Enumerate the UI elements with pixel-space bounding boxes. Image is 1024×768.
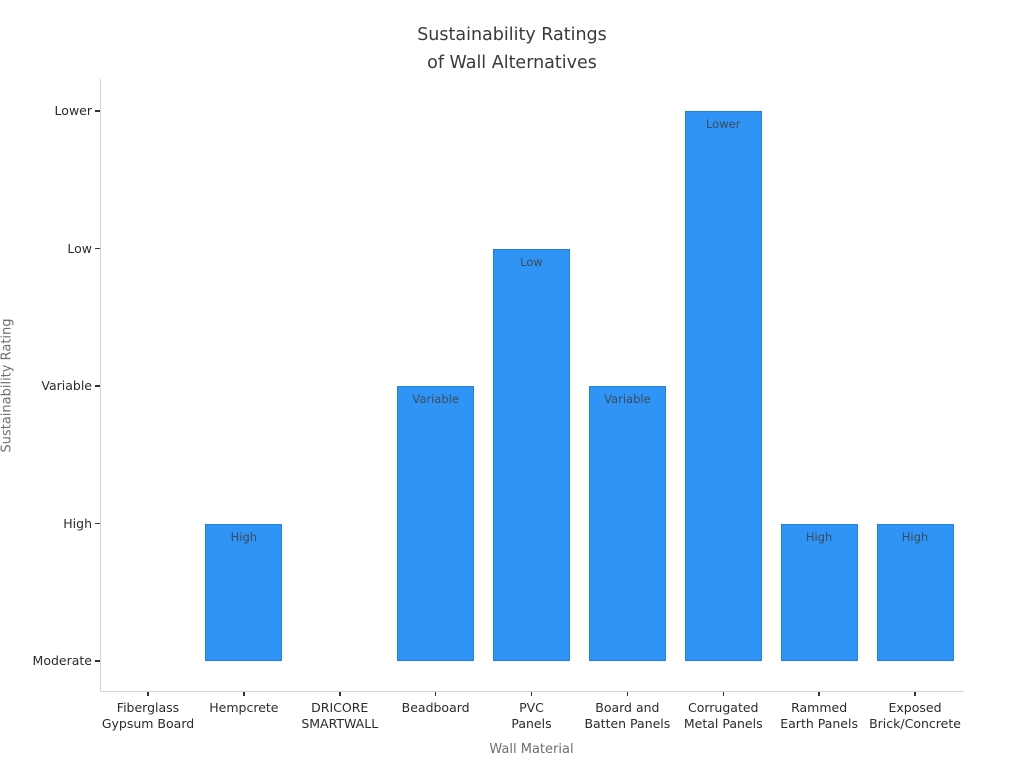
x-tick-mark <box>626 692 629 696</box>
x-tick-label-line: Beadboard <box>401 700 470 715</box>
x-tick-label-line: Gypsum Board <box>101 715 195 731</box>
bar <box>397 386 475 661</box>
x-tick-mark <box>818 692 820 696</box>
x-tick-label: Exposed Brick/Concrete <box>830 700 1000 731</box>
bar-value-label: High <box>901 529 929 544</box>
x-tick-label-line: Corrugated <box>688 700 759 715</box>
y-tick-label: Low <box>67 240 92 256</box>
x-axis-title: Wall Material <box>489 742 574 757</box>
x-tick-label: DRICORE SMARTWALL <box>255 700 425 731</box>
x-tick-label-line: Rammed <box>791 700 848 715</box>
bar <box>780 523 858 661</box>
x-tick-label: Corrugated Metal Panels <box>638 700 808 731</box>
x-tick-label-line: Earth Panels <box>780 715 858 731</box>
x-tick-mark <box>243 692 245 696</box>
x-tick-mark <box>530 692 533 696</box>
x-tick-label-line: Brick/Concrete <box>869 715 961 731</box>
x-tick-label: Rammed Earth Panels <box>734 700 904 731</box>
bar <box>493 248 570 661</box>
bar <box>205 523 283 661</box>
x-tick-mark <box>339 692 341 696</box>
y-tick-mark <box>95 660 100 662</box>
x-tick-label-line: Metal Panels <box>683 715 763 731</box>
x-tick-label-line: Panels <box>511 715 552 731</box>
x-tick-label: Beadboard <box>351 700 521 716</box>
bar-value-label: High <box>805 529 833 544</box>
y-tick-label: High <box>63 515 92 531</box>
x-tick-mark <box>722 692 724 696</box>
x-axis-spine <box>100 691 964 692</box>
bar-value-label: High <box>230 529 258 544</box>
bar <box>588 386 666 661</box>
y-tick-label: Variable <box>41 378 92 393</box>
x-tick-label-line: DRICORE <box>311 700 369 715</box>
y-tick-mark <box>95 247 100 250</box>
bar-value-label: Lower <box>706 117 741 131</box>
y-tick-label: Lower <box>54 103 92 118</box>
bar <box>876 523 954 661</box>
y-axis-spine <box>100 79 101 692</box>
x-tick-label-line: SMARTWALL <box>301 715 379 731</box>
y-tick-mark <box>95 522 100 525</box>
x-tick-label-line: Board and <box>595 700 660 715</box>
x-tick-label-line: Hempcrete <box>209 700 279 715</box>
bar-value-label: Variable <box>412 392 459 406</box>
chart-title: Sustainability Ratings of Wall Alternati… <box>0 21 1024 77</box>
chart-title-line1: Sustainability Ratings <box>417 25 607 45</box>
y-tick-mark <box>95 110 100 112</box>
bar-value-label: Low <box>520 254 543 269</box>
x-tick-label-line: Fiberglass <box>116 700 180 715</box>
y-tick-label: Moderate <box>32 653 92 668</box>
chart-title-line2: of Wall Alternatives <box>427 53 597 73</box>
x-tick-label-line: Exposed <box>888 700 942 715</box>
x-tick-mark <box>914 692 916 696</box>
bar-value-label: Variable <box>604 392 651 406</box>
y-tick-mark <box>95 385 100 387</box>
x-tick-label: Fiberglass Gypsum Board <box>63 700 233 731</box>
x-tick-label: Board and Batten Panels <box>542 700 712 731</box>
x-tick-label: PVC Panels <box>447 700 617 731</box>
x-tick-mark <box>147 692 149 696</box>
x-tick-label: Hempcrete <box>159 700 329 716</box>
x-tick-label-line: PVC <box>519 700 544 715</box>
bar <box>684 111 762 661</box>
x-tick-mark <box>434 692 437 696</box>
x-tick-label-line: Batten Panels <box>584 715 671 731</box>
